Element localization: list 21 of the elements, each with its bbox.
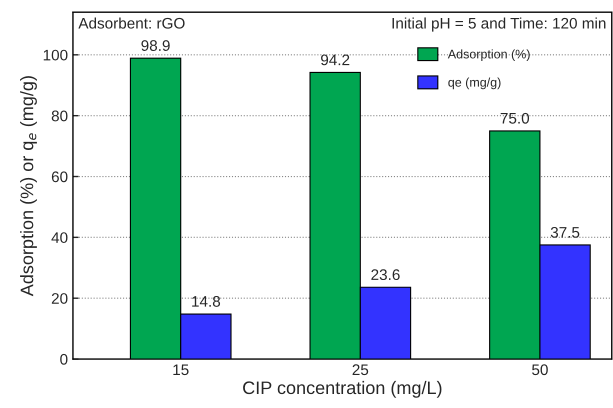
y-tick-label: 0 [60,354,68,365]
legend-label: qe (mg/g) [448,78,501,90]
data-label: 94.2 [321,54,350,66]
x-tick-label: 50 [532,364,548,376]
x-tick-label: 25 [352,364,368,376]
x-tick-label: 15 [173,364,189,376]
annotation: Adsorbent: rGO [78,17,185,29]
y-tick-label: 20 [52,293,68,304]
legend-label: Adsorption (%) [448,49,530,61]
data-label: 14.8 [192,296,220,307]
x-axis-title: CIP concentration (mg/L) [243,380,442,398]
y-tick-label: 80 [52,110,68,122]
data-label: 37.5 [550,226,580,238]
y-tick-label: 60 [52,171,68,182]
data-label: 23.6 [371,269,400,280]
y-axis-title: Adsorption (%) or q$_{e}$ (mg/g) [20,76,37,296]
y-tick-label: 100 [44,50,68,61]
data-label: 98.9 [141,40,170,51]
data-label: 75.0 [500,112,530,124]
annotation: Initial pH = 5 and Time: 120 min [392,17,606,32]
y-tick-label: 40 [51,232,68,244]
